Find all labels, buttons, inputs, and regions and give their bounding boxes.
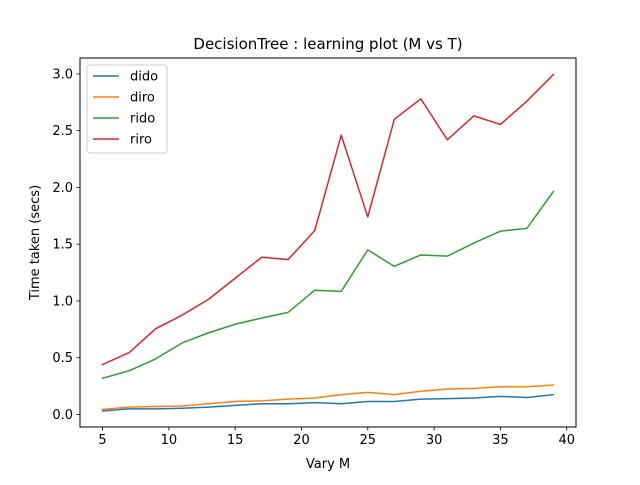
y-tick-label: 0.5 (52, 351, 73, 366)
y-tick-label: 0.0 (52, 408, 73, 423)
x-tick-label: 15 (227, 433, 244, 448)
series-line-rido (101, 190, 555, 380)
x-tick-label: 5 (98, 433, 106, 448)
y-tick-label: 1.5 (52, 238, 73, 253)
x-tick-label: 30 (426, 433, 443, 448)
series-line-diro (101, 384, 555, 411)
legend-label-diro: diro (130, 91, 155, 106)
series-line-dido (101, 393, 555, 412)
x-axis-label: Vary M (306, 457, 350, 472)
legend-label-riro: riro (130, 133, 152, 148)
x-tick-label: 10 (161, 433, 178, 448)
chart-title: DecisionTree : learning plot (M vs T) (193, 35, 462, 53)
series-lines (101, 73, 555, 412)
x-tick-label: 35 (492, 433, 509, 448)
legend-label-rido: rido (130, 112, 155, 127)
y-tick-label: 1.0 (52, 294, 73, 309)
series-line-riro (101, 73, 555, 366)
legend-box (86, 64, 168, 154)
legend: dido diro rido riro (86, 64, 168, 154)
y-tick-label: 3.0 (52, 67, 73, 82)
x-tick-label: 20 (293, 433, 310, 448)
y-tick-label: 2.5 (52, 124, 73, 139)
y-axis-label: Time taken (secs) (28, 185, 43, 301)
y-axis-ticks: 0.0 0.5 1.0 1.5 2.0 2.5 3.0 (52, 67, 80, 423)
x-tick-label: 40 (558, 433, 575, 448)
legend-label-dido: dido (130, 70, 158, 85)
y-tick-label: 2.0 (52, 181, 73, 196)
x-tick-label: 25 (360, 433, 377, 448)
plot-area-frame (79, 57, 577, 428)
x-axis-ticks: 5 10 15 20 25 30 35 40 (98, 427, 575, 448)
